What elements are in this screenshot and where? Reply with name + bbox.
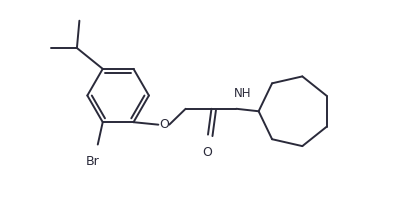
Text: O: O (202, 146, 212, 159)
Text: NH: NH (234, 87, 252, 100)
Text: O: O (159, 118, 169, 131)
Text: Br: Br (86, 155, 100, 168)
